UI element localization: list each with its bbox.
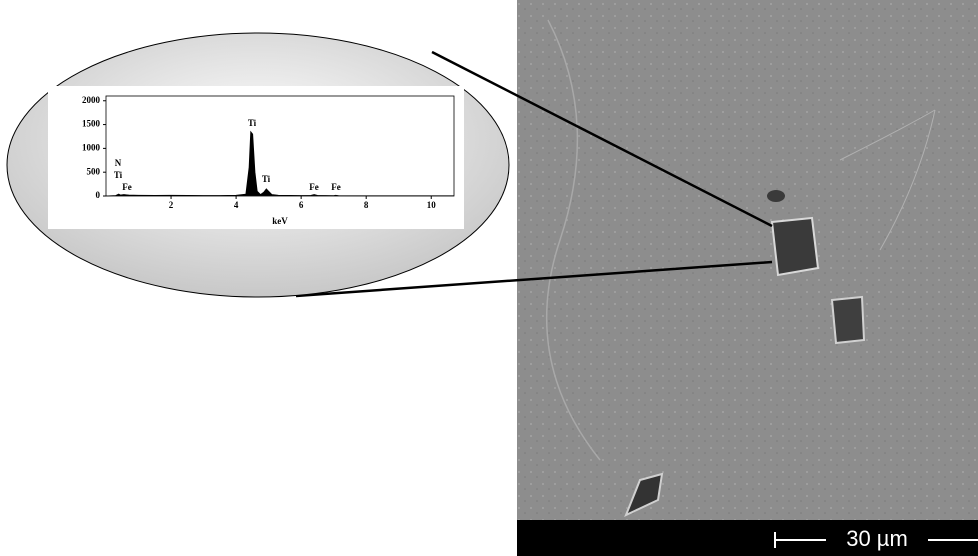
particle: [767, 190, 785, 202]
peak-label: Ti: [262, 174, 271, 184]
y-tick-label: 1000: [82, 142, 101, 152]
y-tick-label: 0: [96, 190, 101, 200]
y-tick-label: 2000: [82, 95, 101, 105]
peak-label: Ti: [248, 118, 257, 128]
x-tick-label: 8: [364, 200, 369, 210]
peak-label: Ti: [114, 170, 123, 180]
peak-label: Fe: [122, 182, 132, 192]
figure: 30 µm keV 0 500 1000 1500 2000 2 4 6 8 10 N Ti Fe Ti T…: [0, 0, 978, 556]
x-axis-title: keV: [272, 216, 288, 226]
peak-label: Fe: [309, 182, 319, 192]
y-tick-label: 1500: [82, 119, 101, 129]
page: 30 µm keV 0 500 1000 1500 2000 2 4 6 8 10 N Ti Fe Ti T…: [0, 0, 978, 556]
x-tick-label: 2: [169, 200, 174, 210]
x-tick-label: 4: [234, 200, 239, 210]
peak-label: N: [115, 158, 122, 168]
particle: [832, 297, 864, 343]
particle: [772, 218, 818, 275]
scale-bar-band: [517, 520, 978, 556]
x-tick-label: 6: [299, 200, 304, 210]
peak-label: Fe: [331, 182, 341, 192]
inset-panel: [48, 86, 464, 229]
x-tick-label: 10: [427, 200, 437, 210]
scale-bar-label: 30 µm: [846, 526, 908, 551]
y-tick-label: 500: [87, 166, 101, 176]
